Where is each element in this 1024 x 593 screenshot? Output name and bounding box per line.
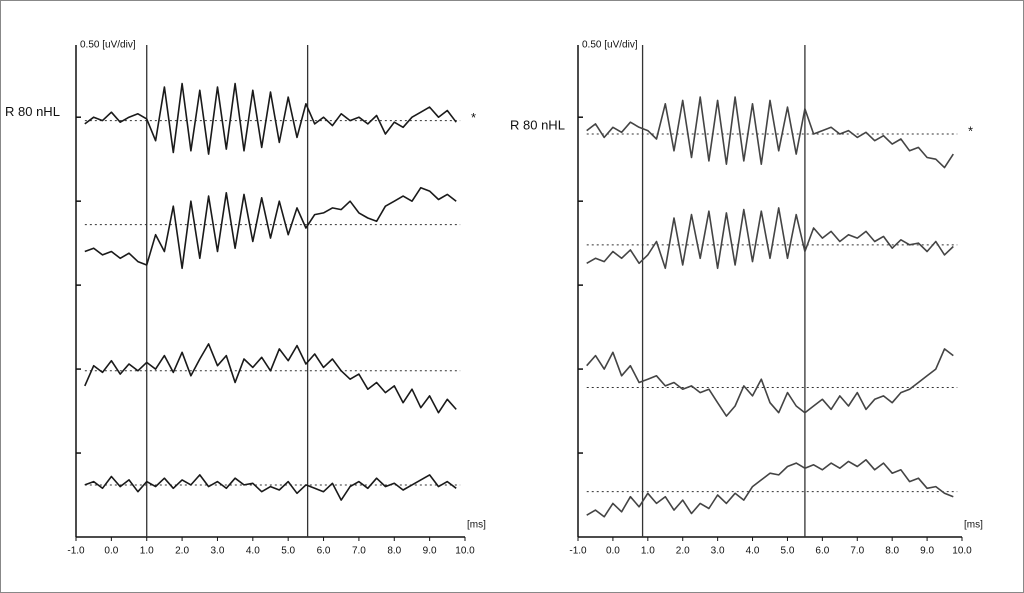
trace-label: R 80 nHL bbox=[5, 104, 60, 119]
x-axis-label: [ms] bbox=[964, 520, 983, 531]
x-tick-label: -1.0 bbox=[569, 546, 587, 557]
y-axis-label: 0.50 [uV/div] bbox=[582, 40, 638, 51]
x-tick-label: 8.0 bbox=[885, 546, 899, 557]
x-tick-label: 1.0 bbox=[140, 546, 154, 557]
x-tick-label: 3.0 bbox=[211, 546, 225, 557]
trace-marker: * bbox=[968, 123, 973, 138]
y-axis-label: 0.50 [uV/div] bbox=[80, 40, 136, 51]
x-tick-label: 9.0 bbox=[920, 546, 934, 557]
waveform bbox=[84, 186, 457, 270]
x-tick-label: 6.0 bbox=[815, 546, 829, 557]
waveform bbox=[586, 207, 954, 270]
x-tick-label: 2.0 bbox=[175, 546, 189, 557]
waveform bbox=[84, 82, 457, 155]
x-tick-label: 5.0 bbox=[781, 546, 795, 557]
x-tick-label: 3.0 bbox=[711, 546, 725, 557]
x-tick-label: 5.0 bbox=[281, 546, 295, 557]
trace-label: R 80 nHL bbox=[510, 117, 565, 132]
x-tick-label: 8.0 bbox=[387, 546, 401, 557]
waveform bbox=[84, 474, 457, 501]
x-tick-label: -1.0 bbox=[67, 546, 85, 557]
x-tick-label: 10.0 bbox=[455, 546, 475, 557]
waveform bbox=[586, 96, 954, 169]
x-tick-label: 2.0 bbox=[676, 546, 690, 557]
x-tick-label: 1.0 bbox=[641, 546, 655, 557]
waveform bbox=[586, 459, 954, 518]
x-tick-label: 7.0 bbox=[352, 546, 366, 557]
waveform bbox=[586, 348, 954, 417]
x-tick-label: 4.0 bbox=[246, 546, 260, 557]
x-tick-label: 7.0 bbox=[850, 546, 864, 557]
x-tick-label: 4.0 bbox=[746, 546, 760, 557]
x-tick-label: 9.0 bbox=[423, 546, 437, 557]
x-tick-label: 10.0 bbox=[952, 546, 972, 557]
waveform bbox=[84, 343, 457, 414]
x-axis-label: [ms] bbox=[467, 520, 486, 531]
x-tick-label: 0.0 bbox=[104, 546, 118, 557]
x-tick-label: 0.0 bbox=[606, 546, 620, 557]
trace-marker: * bbox=[471, 110, 476, 125]
x-tick-label: 6.0 bbox=[317, 546, 331, 557]
